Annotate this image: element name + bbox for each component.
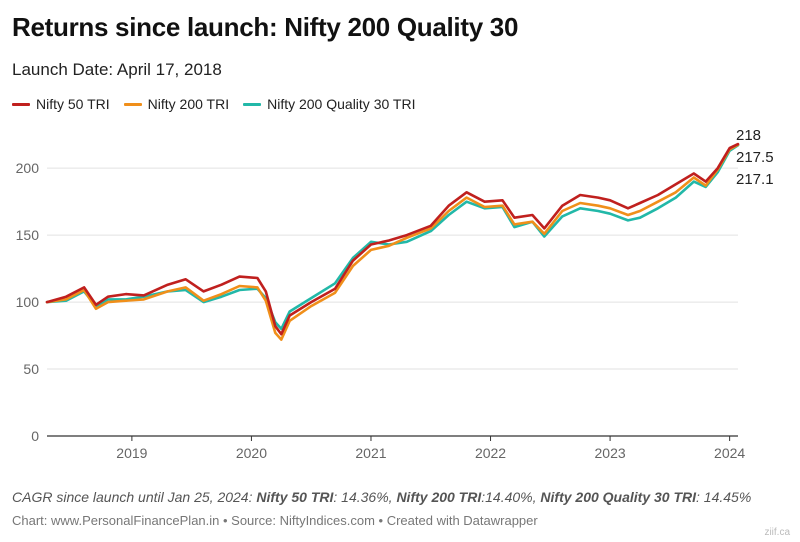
x-tick-label-2021: 2021 <box>355 445 386 461</box>
x-tick-label-2019: 2019 <box>116 445 147 461</box>
cagr-note-nifty-200-value: :14.40%, <box>481 489 541 505</box>
cagr-note-nifty-50-value: : 14.36%, <box>333 489 397 505</box>
y-tick-label-50: 50 <box>23 361 39 377</box>
legend-item-nifty-50: Nifty 50 TRI <box>12 96 110 112</box>
legend-label-quality-30: Nifty 200 Quality 30 TRI <box>267 96 416 112</box>
legend: Nifty 50 TRI Nifty 200 TRI Nifty 200 Qua… <box>12 96 415 112</box>
series-line-quality-30 <box>45 143 740 331</box>
x-tick-label-2024: 2024 <box>714 445 745 461</box>
source-line: Chart: www.PersonalFinancePlan.in • Sour… <box>12 513 538 528</box>
x-tick-label-2022: 2022 <box>475 445 506 461</box>
legend-label-nifty-50: Nifty 50 TRI <box>36 96 110 112</box>
end-label-nifty-200: 217.5 <box>736 149 774 166</box>
line-chart: 0 50 100 150 200 2019 2020 2021 2022 2023 2024 218 2… <box>16 127 774 461</box>
cagr-note-quality-30-value: : 14.45% <box>696 489 752 505</box>
y-tick-label-100: 100 <box>16 294 40 310</box>
legend-item-quality-30: Nifty 200 Quality 30 TRI <box>243 96 415 112</box>
cagr-note-prefix: CAGR since launch until Jan 25, 2024: <box>12 489 257 505</box>
y-tick-label-200: 200 <box>16 160 40 176</box>
legend-swatch-nifty-200 <box>123 102 142 106</box>
y-tick-label-0: 0 <box>31 428 39 444</box>
chart-title: Returns since launch: Nifty 200 Quality … <box>12 12 519 42</box>
cagr-note-nifty-50: Nifty 50 TRI <box>256 489 334 505</box>
series-line-nifty-200 <box>45 143 740 341</box>
x-tick-label-2020: 2020 <box>236 445 267 461</box>
legend-swatch-quality-30 <box>243 102 262 106</box>
cagr-note-quality-30: Nifty 200 Quality 30 TRI <box>540 489 697 505</box>
end-label-quality-30: 217.1 <box>736 171 774 188</box>
x-tick-label-2023: 2023 <box>595 445 626 461</box>
legend-label-nifty-200: Nifty 200 TRI <box>147 96 230 112</box>
cagr-note-nifty-200: Nifty 200 TRI <box>396 489 482 505</box>
watermark: ziif.ca <box>764 527 790 538</box>
y-tick-label-150: 150 <box>16 227 40 243</box>
end-label-nifty-50: 218 <box>736 127 761 144</box>
series-line-nifty-50 <box>45 142 740 336</box>
legend-item-nifty-200: Nifty 200 TRI <box>123 96 230 112</box>
cagr-note: CAGR since launch until Jan 25, 2024: Ni… <box>12 489 751 505</box>
legend-swatch-nifty-50 <box>12 102 30 106</box>
chart-subtitle: Launch Date: April 17, 2018 <box>12 60 222 79</box>
